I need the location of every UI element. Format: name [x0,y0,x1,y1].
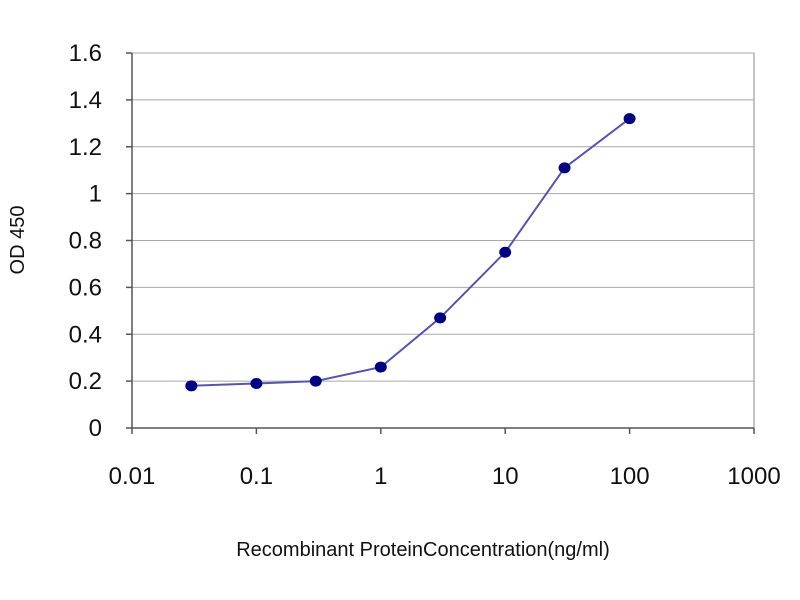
data-point [434,312,447,324]
series-line [191,117,631,387]
data-point [185,380,198,392]
y-tick-label: 0 [89,415,102,442]
y-tick-label: 1.2 [69,134,102,161]
series-layer [185,113,636,392]
data-point [623,113,636,125]
y-tick-label: 0.4 [69,321,102,348]
x-tick-label: 0.01 [109,463,156,490]
x-ticks: 0.01 0.1 1 10 100 1000 [109,428,781,490]
y-tick-label: 1.4 [69,87,102,114]
data-point [499,246,512,258]
x-tick-label: 1 [374,463,387,490]
data-point [374,361,387,373]
data-point [309,375,322,387]
y-ticks: 0 0.2 0.4 0.6 0.8 1 1.2 1.4 1.6 [69,40,132,442]
x-tick-label: 10 [492,463,519,490]
y-tick-label: 0.2 [69,368,102,395]
x-tick-label: 100 [610,463,650,490]
data-point [250,377,263,389]
y-tick-label: 0.6 [69,274,102,301]
y-axis-title: OD 450 [7,206,29,275]
y-tick-label: 1 [89,181,102,208]
x-axis-title: Recombinant ProteinConcentration(ng/ml) [236,539,610,561]
x-tick-label: 0.1 [240,463,273,490]
y-tick-label: 1.6 [69,40,102,67]
y-tick-label: 0.8 [69,228,102,255]
gridlines [132,52,754,382]
x-tick-label: 1000 [727,463,780,490]
data-point [558,162,571,174]
